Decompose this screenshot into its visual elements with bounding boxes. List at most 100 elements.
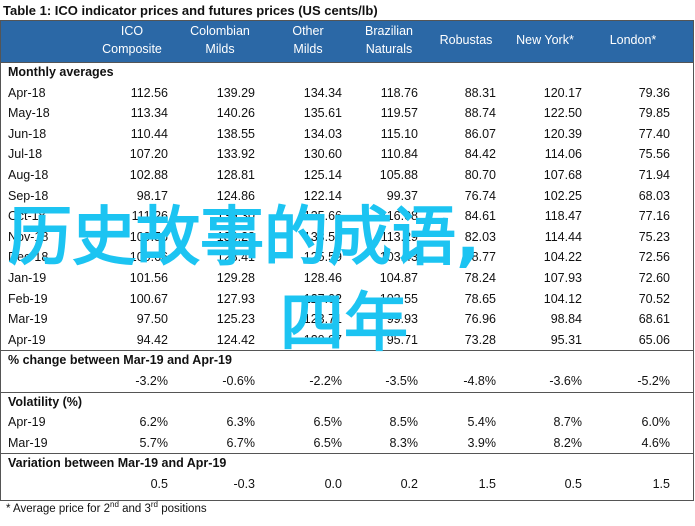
cell: 6.5% bbox=[313, 435, 343, 450]
cell: 78.24 bbox=[464, 271, 496, 285]
cell: 114.06 bbox=[544, 147, 582, 162]
cell: 115.10 bbox=[380, 126, 418, 141]
cell: 140.26 bbox=[216, 106, 255, 121]
row-label: Dec-18 bbox=[8, 250, 49, 265]
cell: 98.84 bbox=[550, 312, 582, 327]
cell: 135.66 bbox=[303, 209, 342, 224]
cell: 65.06 bbox=[638, 332, 670, 347]
cell: 3.9% bbox=[467, 435, 497, 450]
cell: -2.2% bbox=[309, 374, 342, 388]
column-header: London* bbox=[609, 33, 657, 47]
column-header: Colombian bbox=[190, 24, 250, 38]
cell: -5.2% bbox=[637, 374, 670, 388]
cell: -3.6% bbox=[549, 374, 582, 388]
section-title: Monthly averages bbox=[8, 65, 114, 79]
cell: 127.02 bbox=[303, 291, 342, 306]
cell: 100.66 bbox=[129, 250, 168, 265]
footnote-text: * Average price for 2 bbox=[6, 502, 110, 515]
cell: 72.60 bbox=[638, 271, 670, 285]
cell: -4.8% bbox=[463, 374, 496, 388]
cell: 80.70 bbox=[464, 168, 496, 182]
header-band bbox=[0, 20, 693, 62]
cell: 76.74 bbox=[464, 188, 496, 203]
cell: 99.93 bbox=[386, 312, 418, 327]
cell: 72.56 bbox=[638, 250, 670, 265]
cell: 70.52 bbox=[638, 291, 670, 306]
section-rule bbox=[0, 350, 693, 352]
table-frame bbox=[0, 20, 694, 501]
row-label: Jul-18 bbox=[8, 147, 43, 162]
watermark-line: 四年 bbox=[280, 287, 408, 361]
cell: 77.16 bbox=[638, 209, 670, 224]
cell: -0.3 bbox=[233, 477, 255, 491]
row-label: Mar-19 bbox=[8, 435, 48, 450]
cell: 120.39 bbox=[543, 126, 582, 141]
cell: 120.97 bbox=[303, 332, 342, 347]
footnote-sup: rd bbox=[150, 499, 159, 509]
column-header: Composite bbox=[102, 42, 162, 56]
cell: 123.71 bbox=[303, 312, 342, 327]
cell: 107.68 bbox=[543, 168, 582, 182]
cell: 0.0 bbox=[324, 477, 342, 491]
cell: 1.5 bbox=[478, 477, 496, 491]
column-header: Brazilian bbox=[365, 24, 413, 38]
cell: 78.65 bbox=[464, 291, 496, 306]
row-label: Nov-18 bbox=[8, 229, 49, 244]
cell: 120.17 bbox=[543, 85, 582, 100]
row-label: Oct-18 bbox=[8, 209, 46, 224]
column-header: New York* bbox=[516, 33, 574, 47]
row-label: May-18 bbox=[8, 106, 50, 121]
cell: 128.81 bbox=[216, 168, 255, 182]
row-label: Sep-18 bbox=[8, 188, 49, 203]
cell: 107.93 bbox=[543, 271, 582, 285]
cell: 8.3% bbox=[389, 435, 419, 450]
cell: 68.61 bbox=[638, 312, 670, 327]
cell: 73.28 bbox=[464, 332, 496, 347]
cell: 104.22 bbox=[543, 250, 582, 265]
cell: 95.71 bbox=[386, 332, 418, 347]
footnote: * Average price for 2nd and 3rd position… bbox=[6, 500, 207, 515]
cell: -0.6% bbox=[222, 374, 255, 388]
cell: 88.74 bbox=[464, 106, 496, 121]
cell: 77.40 bbox=[638, 126, 670, 141]
cell: 4.6% bbox=[641, 435, 671, 450]
cell: 79.85 bbox=[638, 106, 670, 121]
cell: 0.5 bbox=[564, 477, 582, 491]
cell: 112.56 bbox=[130, 85, 168, 100]
cell: 0.2 bbox=[400, 477, 418, 491]
footnote-text: and 3 bbox=[118, 502, 151, 515]
footnote-text: positions bbox=[158, 502, 207, 515]
cell: 118.47 bbox=[544, 209, 582, 224]
column-header: Naturals bbox=[365, 42, 413, 56]
cell: 110.44 bbox=[130, 126, 168, 141]
row-label: Apr-19 bbox=[8, 332, 46, 347]
cell: 6.2% bbox=[139, 415, 169, 430]
cell: 130.60 bbox=[303, 147, 342, 162]
cell: 99.37 bbox=[386, 188, 418, 203]
cell: 134.34 bbox=[303, 85, 342, 100]
cell: 100.67 bbox=[129, 291, 168, 306]
cell: 71.94 bbox=[638, 168, 670, 182]
cell: 8.7% bbox=[553, 415, 583, 430]
cell: 110.84 bbox=[380, 147, 418, 162]
cell: 86.07 bbox=[464, 126, 496, 141]
cell: 101.56 bbox=[129, 271, 168, 285]
cell: 6.7% bbox=[226, 435, 256, 450]
column-header: Milds bbox=[293, 42, 323, 56]
cell: 76.96 bbox=[464, 312, 496, 327]
cell: 133.58 bbox=[303, 229, 342, 244]
cell: 6.3% bbox=[226, 415, 256, 430]
cell: 113.34 bbox=[130, 106, 168, 121]
cell: 125.14 bbox=[303, 168, 342, 182]
footnote-sup: nd bbox=[110, 499, 119, 509]
cell: 128.41 bbox=[216, 250, 255, 265]
cell: -3.2% bbox=[135, 374, 168, 388]
cell: 118.76 bbox=[380, 85, 418, 100]
cell: 104.87 bbox=[379, 271, 418, 285]
cell: 5.7% bbox=[139, 435, 169, 450]
cell: 124.42 bbox=[216, 332, 255, 347]
cell: 95.31 bbox=[550, 332, 582, 347]
cell: 116.08 bbox=[380, 209, 418, 224]
column-header: Milds bbox=[205, 42, 235, 56]
cell: 125.59 bbox=[303, 250, 342, 265]
